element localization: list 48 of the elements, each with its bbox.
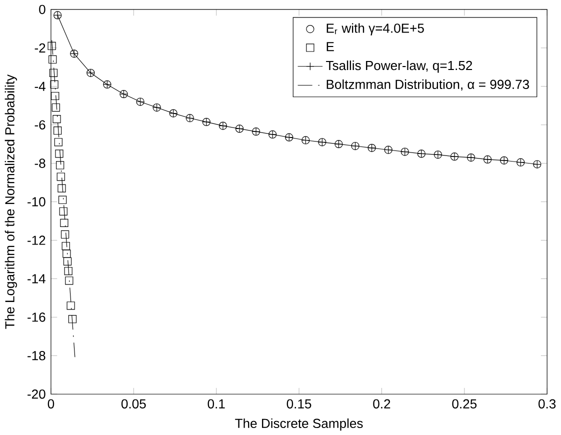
x-tick-label: 0.05 [121,399,146,408]
y-tick-label: 0 [39,4,46,14]
y-tick-label: -8 [34,158,46,168]
point [48,55,57,64]
x-tick-label: 0.25 [452,399,477,408]
point [60,230,70,238]
point [58,196,67,204]
point [56,172,65,181]
y-tick-label: -20 [28,389,46,399]
x-axis-title: The Discrete Samples [235,418,363,430]
point [63,257,72,266]
legend-label: Tsallis Power-law, q=1.52 [326,60,472,72]
point [58,184,66,192]
point [56,160,64,170]
point [59,207,68,216]
x-tick-label: 0 [48,399,54,408]
point [66,301,75,310]
point [50,80,58,88]
y-tick-label: -4 [34,82,46,91]
point [48,42,56,50]
point [51,92,60,100]
point [54,138,62,146]
x-tick-label: 0.3 [538,399,556,408]
y-tick-label: -14 [28,274,46,283]
x-tick-label: 0.2 [373,399,390,408]
x-tick-label: 0.15 [286,399,312,408]
x-tick-label: 0.1 [208,399,225,408]
point [62,242,70,250]
y-tick-label: -10 [28,196,46,206]
point [54,126,62,134]
point [62,249,71,258]
y-tick-label: -18 [28,350,46,360]
y-tick-label: -2 [34,43,46,52]
y-tick-label: -6 [34,120,46,130]
point [52,103,60,112]
point [52,114,61,123]
point [68,314,77,323]
legend-label: E$_{r}$ with γ=4.0E+5 [326,23,424,36]
y-axis-title: The Logarithm of the Normalized Probability [4,74,18,329]
point [60,218,68,227]
point [49,68,58,77]
y-tick-label: -12 [28,235,46,245]
point [64,266,72,275]
point [55,149,64,158]
point [65,276,74,284]
legend-label: E [326,42,334,51]
legend-label: Boltzmman Distribution, α = 999.73 [326,79,530,90]
y-tick-label: -16 [28,312,46,322]
